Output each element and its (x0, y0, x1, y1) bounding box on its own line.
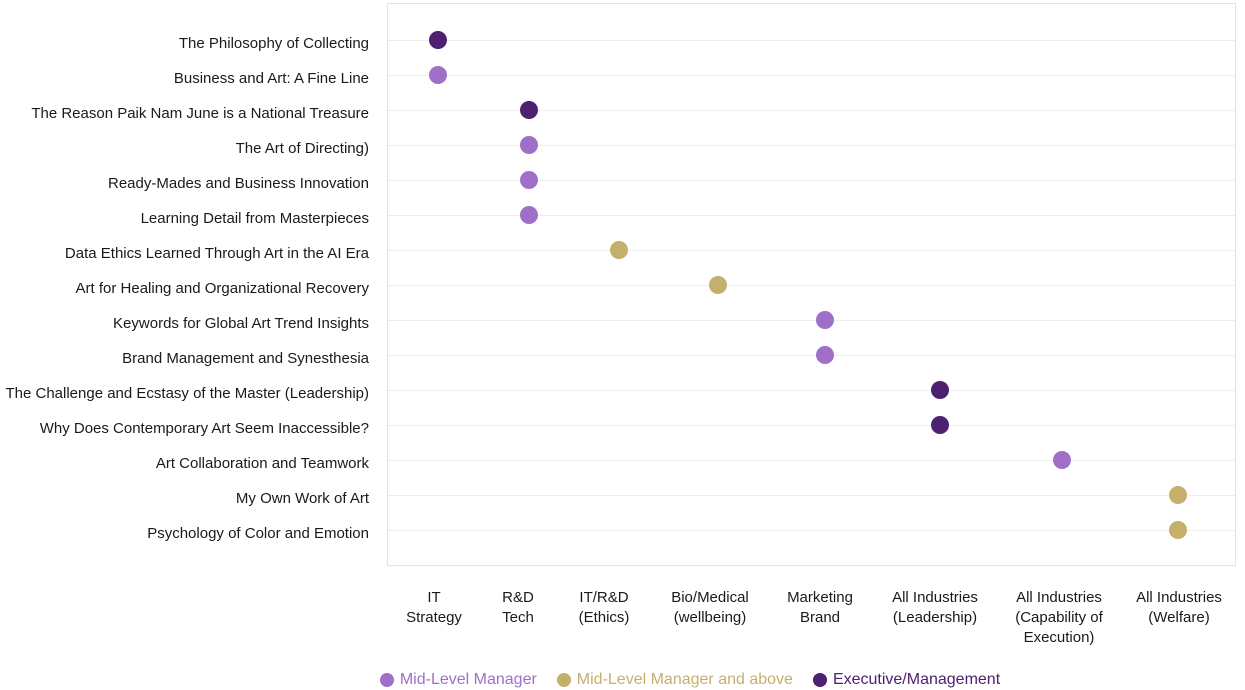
x-tick-label-line: Bio/Medical (671, 589, 749, 606)
y-tick-label: The Reason Paik Nam June is a National T… (31, 105, 369, 122)
legend-item-executive-management: Executive/Management (812, 670, 1001, 690)
y-axis-tick-labels: The Philosophy of Collecting Business and… (5, 35, 369, 542)
x-tick-label: IT/R&D (Ethics) (579, 589, 630, 626)
x-tick-label: Bio/Medical (wellbeing) (671, 589, 749, 626)
y-tick-label: My Own Work of Art (236, 490, 370, 507)
data-point (816, 346, 834, 364)
y-tick-label: The Challenge and Ecstasy of the Master … (5, 385, 369, 402)
data-point (1169, 486, 1187, 504)
data-point (520, 171, 538, 189)
y-tick-label: Art Collaboration and Teamwork (156, 455, 370, 472)
y-tick-label: Brand Management and Synesthesia (122, 350, 369, 367)
x-tick-label: All Industries (Leadership) (892, 589, 978, 626)
data-point (520, 206, 538, 224)
data-point (429, 66, 447, 84)
y-tick-label: Art for Healing and Organizational Recov… (76, 280, 370, 297)
plot-area (387, 3, 1236, 566)
y-tick-label: Keywords for Global Art Trend Insights (113, 315, 369, 332)
data-point (1053, 451, 1071, 469)
x-tick-label-line: All Industries (892, 589, 978, 606)
legend-label: Mid-Level Manager (399, 671, 537, 688)
x-tick-label-line: (Ethics) (579, 609, 630, 626)
x-tick-label-line: Tech (502, 609, 534, 626)
legend-item-mid-level-manager: Mid-Level Manager (379, 670, 537, 690)
legend-marker (379, 673, 394, 687)
x-tick-label: Marketing Brand (787, 589, 853, 626)
legend-item-mid-level-manager-and-above: Mid-Level Manager and above (556, 670, 793, 690)
legend-label: Mid-Level Manager and above (576, 671, 793, 688)
y-tick-label: Business and Art: A Fine Line (174, 70, 369, 87)
x-tick-label-line: All Industries (1016, 589, 1102, 606)
x-tick-label: All Industries (Welfare) (1136, 589, 1222, 626)
legend-label: Executive/Management (832, 671, 1001, 688)
x-tick-label-line: (Leadership) (893, 609, 977, 626)
x-tick-label-line: Marketing (787, 589, 853, 606)
y-tick-label: Ready-Mades and Business Innovation (108, 175, 369, 192)
x-tick-label: IT Strategy (406, 589, 462, 626)
data-point (931, 416, 949, 434)
legend-marker (556, 673, 571, 687)
y-tick-label: Data Ethics Learned Through Art in the A… (65, 245, 370, 262)
y-tick-label: Why Does Contemporary Art Seem Inaccessi… (40, 420, 369, 437)
x-tick-label-line: (Capability of (1015, 609, 1103, 626)
x-tick-label-line: (Welfare) (1148, 609, 1209, 626)
x-tick-label-line: Strategy (406, 609, 462, 626)
y-tick-label: Psychology of Color and Emotion (147, 525, 369, 542)
x-tick-label-line: R&D (502, 589, 534, 606)
y-tick-label: Learning Detail from Masterpieces (141, 210, 369, 227)
data-point (610, 241, 628, 259)
y-tick-label: The Philosophy of Collecting (179, 35, 369, 52)
x-axis-tick-labels: IT Strategy R&D Tech IT/R&D (Ethics) Bio/Medic… (406, 589, 1222, 646)
data-point (520, 136, 538, 154)
legend: Mid-Level Manager Mid-Level Manager and … (0, 670, 1245, 690)
x-tick-label-line: IT/R&D (579, 589, 628, 606)
y-tick-label: The Art of Directing) (236, 140, 369, 157)
x-tick-label-line: (wellbeing) (674, 609, 747, 626)
data-point (816, 311, 834, 329)
x-tick-label-line: Execution) (1024, 629, 1095, 646)
x-tick-label: All Industries (Capability of Execution) (1015, 589, 1103, 646)
x-tick-label-line: Brand (800, 609, 840, 626)
data-point (1169, 521, 1187, 539)
legend-marker (812, 673, 827, 687)
x-tick-label-line: IT (427, 589, 440, 606)
data-point (520, 101, 538, 119)
data-points (429, 31, 1187, 539)
data-point (429, 31, 447, 49)
data-point (709, 276, 727, 294)
data-point (931, 381, 949, 399)
x-tick-label-line: All Industries (1136, 589, 1222, 606)
x-tick-label: R&D Tech (502, 589, 534, 626)
